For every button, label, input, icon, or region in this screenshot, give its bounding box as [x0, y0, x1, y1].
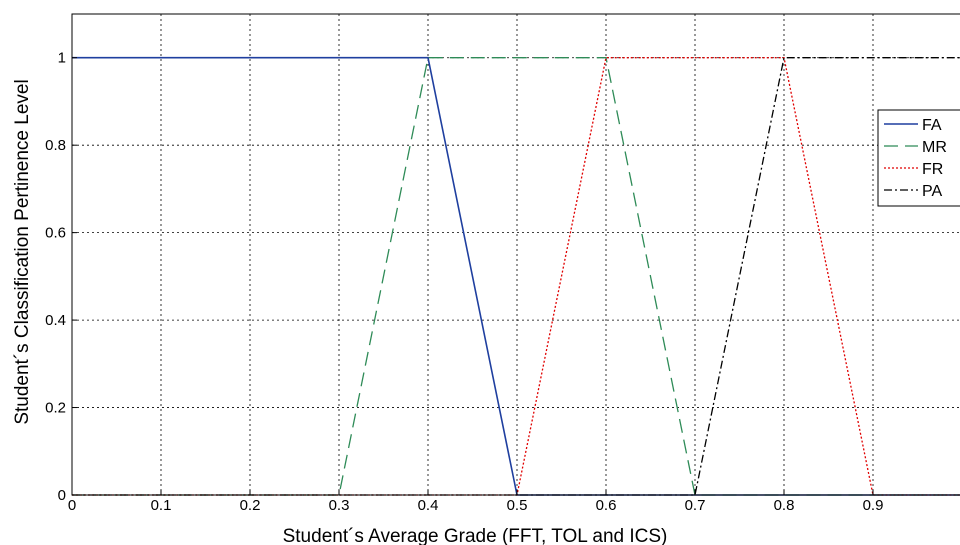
ticks: 0 0.1 0.2 0.3 0.4 0.5 0.6 0.7 0.8 0.9 0 0.2 0.4 0.6 0.… [45, 50, 883, 514]
y-tick-label: 0.6 [45, 225, 66, 242]
series-line-fr [72, 57, 960, 496]
legend-label-fr: FR [922, 161, 943, 178]
legend-label-fa: FA [922, 117, 942, 134]
plot-area [72, 14, 960, 495]
legend-label-mr: MR [922, 139, 947, 156]
x-tick-label: 0.9 [863, 497, 884, 514]
y-tick-label: 0.4 [45, 312, 66, 329]
y-axis-label: Student´s Classification Pertinence Leve… [12, 79, 33, 424]
legend-label-pa: PA [922, 183, 942, 200]
x-tick-label: 0.1 [151, 497, 172, 514]
x-tick-label: 0.6 [596, 497, 617, 514]
x-tick-label: 0.2 [240, 497, 261, 514]
x-tick-label: 0.3 [329, 497, 350, 514]
x-tick-label: 0.8 [774, 497, 795, 514]
y-tick-label: 1 [58, 50, 66, 67]
legend: FA MR FR PA [877, 109, 960, 207]
x-tick-label: 0.5 [507, 497, 528, 514]
x-tick-label: 0 [68, 497, 76, 514]
x-tick-label: 0.7 [685, 497, 706, 514]
x-tick-label: 0.4 [418, 497, 439, 514]
y-tick-label: 0 [58, 487, 66, 504]
y-tick-label: 0.2 [45, 400, 66, 417]
x-axis-label: Student´s Average Grade (FFT, TOL and IC… [283, 526, 668, 545]
y-tick-label: 0.8 [45, 137, 66, 154]
